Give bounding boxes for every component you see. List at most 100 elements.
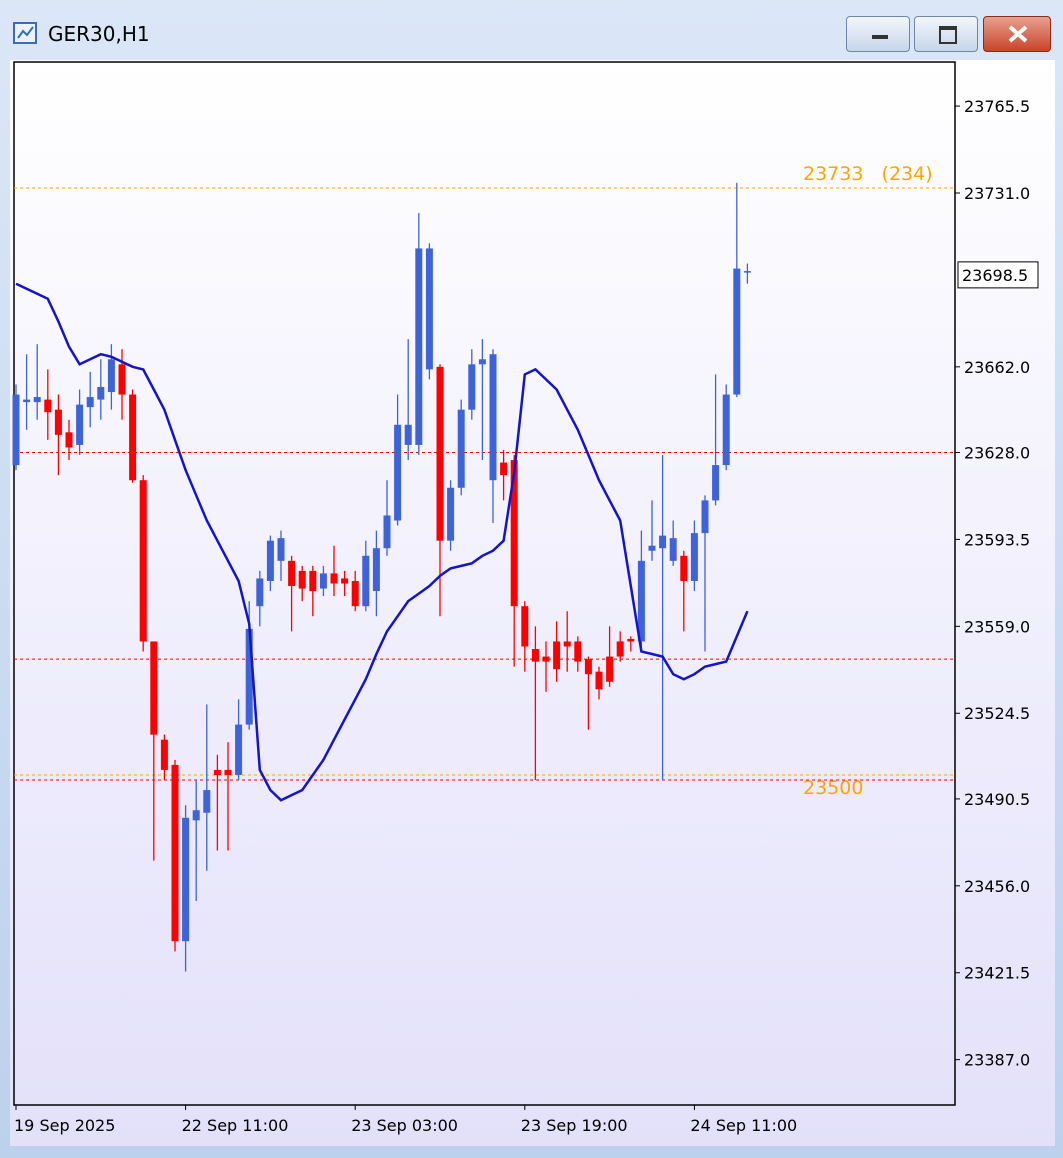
last-price-label: 23698.5 xyxy=(962,266,1028,285)
candle-body xyxy=(224,769,232,775)
plot-frame xyxy=(13,61,956,1106)
candle-body xyxy=(394,424,402,521)
candle-body xyxy=(330,573,338,584)
candle-body xyxy=(701,500,709,534)
level-label: 23733 (234) xyxy=(803,163,933,185)
y-tick-label: 23524.5 xyxy=(964,704,1030,723)
candle-body xyxy=(468,364,476,410)
y-tick-label: 23421.5 xyxy=(964,964,1030,983)
y-tick-label: 23731.0 xyxy=(964,184,1030,203)
candle-body xyxy=(44,399,52,413)
candle-body xyxy=(277,538,285,561)
x-tick-label: 23 Sep 03:00 xyxy=(351,1116,458,1135)
level-label: 23500 xyxy=(803,777,863,799)
candle-body xyxy=(23,399,31,403)
y-tick-label: 23765.5 xyxy=(964,97,1030,116)
candle-body xyxy=(319,573,327,589)
candle-body xyxy=(139,480,147,642)
candle-body xyxy=(510,460,518,607)
candle-body xyxy=(341,578,349,584)
candle-body xyxy=(563,641,571,647)
close-button[interactable] xyxy=(983,16,1051,52)
y-tick-label: 23662.0 xyxy=(964,358,1030,377)
x-tick-label: 19 Sep 2025 xyxy=(14,1116,115,1135)
candle-body xyxy=(733,268,741,395)
candle-body xyxy=(436,366,444,541)
candle-body xyxy=(203,790,211,813)
candle-body xyxy=(76,404,84,445)
candle-body xyxy=(182,817,190,942)
y-tick-label: 23490.5 xyxy=(964,790,1030,809)
candle-body xyxy=(584,659,592,675)
candle-body xyxy=(245,628,253,725)
candle-body xyxy=(362,555,370,607)
candle-body xyxy=(553,641,561,670)
candle-body xyxy=(616,641,624,657)
candle-body xyxy=(457,409,465,488)
candle-body xyxy=(606,656,614,682)
candle-body xyxy=(595,671,603,690)
candle-body xyxy=(712,465,720,501)
last-price-box xyxy=(957,261,1039,289)
candle-body xyxy=(266,540,274,581)
title-bar: GER30,H1 xyxy=(0,0,1063,58)
y-tick-label: 23559.0 xyxy=(964,617,1030,636)
candle-body xyxy=(351,580,359,607)
candle-body xyxy=(690,533,698,581)
candle-body xyxy=(150,641,158,735)
candle-body xyxy=(107,359,115,393)
minimize-button[interactable] xyxy=(846,16,910,52)
candle-body xyxy=(521,606,529,647)
candle-body xyxy=(669,538,677,561)
candle-body xyxy=(722,394,730,466)
y-tick-label: 23456.0 xyxy=(964,877,1030,896)
candle-body xyxy=(97,386,105,400)
candle-body xyxy=(478,359,486,365)
candle-body xyxy=(415,248,423,445)
candle-body xyxy=(680,555,688,581)
candle-body xyxy=(12,394,20,466)
window-title: GER30,H1 xyxy=(48,22,150,46)
candle-body xyxy=(500,462,508,476)
candle-body xyxy=(288,560,296,587)
candle-body xyxy=(627,638,635,642)
chart-background xyxy=(10,60,1055,1146)
y-tick-label: 23628.0 xyxy=(964,443,1030,462)
candle-body xyxy=(129,394,137,481)
y-tick-label: 23387.0 xyxy=(964,1051,1030,1070)
candle-body xyxy=(309,570,317,592)
candle-body xyxy=(425,248,433,370)
candle-body xyxy=(160,739,168,770)
candle-body xyxy=(213,769,221,775)
candle-body xyxy=(235,724,243,775)
x-tick-label: 24 Sep 11:00 xyxy=(690,1116,797,1135)
candle-body xyxy=(489,354,497,481)
moving-average xyxy=(15,282,749,802)
x-tick-label: 22 Sep 11:00 xyxy=(182,1116,289,1135)
x-tick-label: 23 Sep 19:00 xyxy=(521,1116,628,1135)
candle-body xyxy=(659,535,667,549)
candle-body xyxy=(171,764,179,942)
candle-body xyxy=(192,810,200,821)
candle-body xyxy=(86,397,94,408)
maximize-button[interactable] xyxy=(914,16,978,52)
candle-body xyxy=(65,432,73,448)
y-tick-label: 23593.5 xyxy=(964,530,1030,549)
candle-body xyxy=(542,656,550,662)
candle-body xyxy=(531,649,539,662)
candle-body xyxy=(404,424,412,445)
candle-body xyxy=(33,397,41,403)
candle-body xyxy=(118,364,126,395)
candle-body xyxy=(637,560,645,642)
candle-body xyxy=(256,578,264,607)
candle-body xyxy=(54,409,62,435)
candle-body xyxy=(648,545,656,551)
candle-body xyxy=(383,515,391,549)
candle-body xyxy=(574,641,582,662)
app-icon xyxy=(13,22,37,44)
candle-body xyxy=(743,271,751,273)
candle-body xyxy=(372,548,380,592)
candle-body xyxy=(298,570,306,589)
